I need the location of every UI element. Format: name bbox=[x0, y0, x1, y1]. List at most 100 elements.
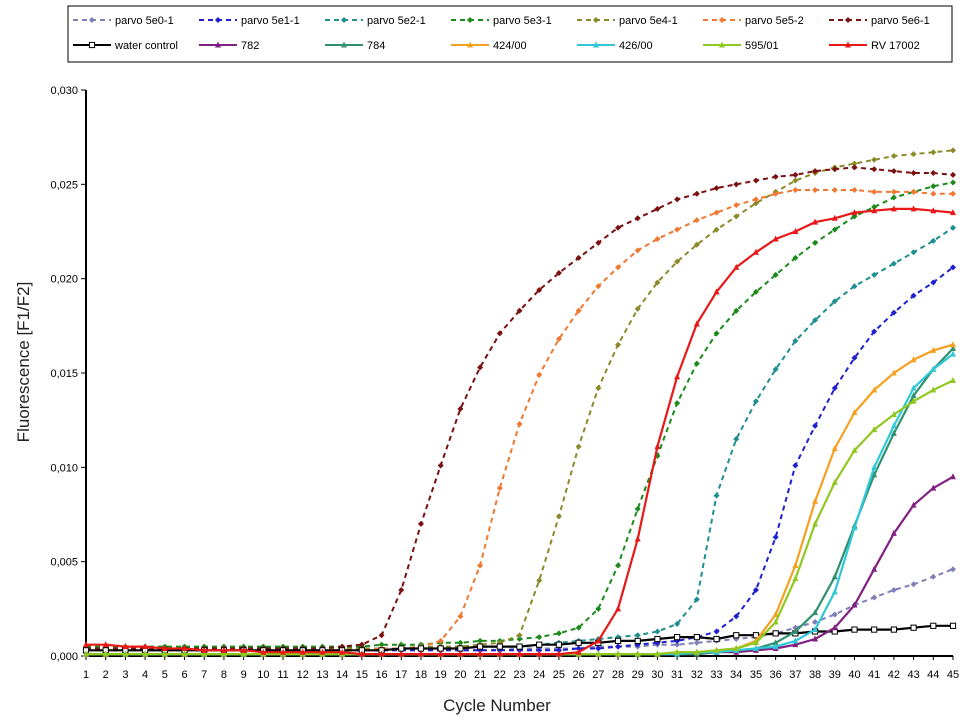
data-point bbox=[575, 443, 582, 450]
data-point bbox=[733, 202, 740, 209]
data-point bbox=[930, 183, 937, 190]
legend-label: 784 bbox=[367, 40, 385, 52]
data-point bbox=[634, 632, 641, 639]
y-tick-label: 0,025 bbox=[50, 179, 78, 191]
data-point bbox=[674, 226, 681, 233]
data-point bbox=[417, 650, 424, 657]
x-tick-label: 19 bbox=[435, 669, 447, 681]
data-point bbox=[871, 271, 878, 278]
series-line bbox=[86, 343, 954, 656]
data-point bbox=[654, 635, 661, 643]
legend-label: parvo 5e3-1 bbox=[493, 15, 552, 27]
data-point bbox=[693, 648, 700, 655]
data-point bbox=[890, 194, 897, 201]
data-point bbox=[181, 650, 188, 657]
data-point bbox=[812, 239, 819, 246]
data-point bbox=[890, 422, 897, 429]
data-point bbox=[634, 215, 641, 222]
data-point bbox=[215, 41, 221, 48]
data-point bbox=[890, 626, 897, 633]
data-point bbox=[516, 650, 523, 657]
legend-label: 782 bbox=[241, 40, 259, 52]
data-point bbox=[713, 492, 720, 499]
data-point bbox=[910, 188, 917, 195]
x-tick-label: 7 bbox=[201, 669, 207, 681]
data-point bbox=[654, 236, 661, 243]
data-point bbox=[792, 228, 799, 234]
data-point bbox=[752, 639, 759, 646]
data-point bbox=[733, 213, 740, 220]
data-point bbox=[122, 643, 129, 650]
data-point bbox=[910, 392, 917, 399]
data-point bbox=[615, 562, 622, 569]
data-point bbox=[674, 196, 681, 203]
data-point bbox=[831, 478, 838, 485]
data-point bbox=[555, 513, 562, 520]
series-line bbox=[86, 166, 954, 650]
data-point bbox=[142, 650, 149, 657]
data-point bbox=[555, 630, 562, 637]
data-point bbox=[693, 634, 700, 641]
data-point bbox=[890, 260, 897, 267]
data-point bbox=[812, 520, 819, 527]
data-point bbox=[161, 650, 168, 657]
data-point bbox=[693, 241, 700, 248]
data-point bbox=[792, 575, 799, 582]
data-point bbox=[752, 288, 759, 295]
data-point bbox=[719, 17, 725, 23]
x-tick-label: 8 bbox=[221, 669, 227, 681]
data-point bbox=[910, 581, 917, 588]
legend-item: 784 bbox=[325, 40, 385, 52]
data-point bbox=[910, 397, 917, 404]
data-point bbox=[693, 639, 700, 646]
data-point bbox=[792, 254, 799, 261]
data-point bbox=[593, 17, 599, 23]
data-point bbox=[496, 643, 503, 650]
data-point bbox=[871, 188, 878, 195]
data-point bbox=[575, 307, 582, 314]
data-point bbox=[220, 646, 227, 653]
data-point bbox=[871, 565, 878, 572]
series-line bbox=[86, 475, 954, 656]
x-tick-label: 14 bbox=[336, 669, 348, 681]
data-point bbox=[437, 645, 444, 652]
data-point bbox=[595, 645, 602, 652]
data-point bbox=[595, 650, 602, 657]
data-point bbox=[930, 207, 937, 214]
data-point bbox=[634, 535, 641, 542]
data-point bbox=[890, 153, 897, 160]
data-point bbox=[341, 17, 347, 23]
data-point bbox=[890, 529, 897, 536]
data-point bbox=[536, 634, 543, 641]
x-tick-label: 9 bbox=[241, 669, 247, 681]
legend-item: RV 17002 bbox=[829, 40, 920, 52]
series bbox=[82, 147, 957, 657]
data-point bbox=[240, 646, 247, 653]
data-point bbox=[831, 166, 838, 173]
data-point bbox=[851, 186, 858, 193]
data-point bbox=[812, 186, 819, 193]
data-point bbox=[378, 632, 385, 639]
data-point bbox=[792, 561, 799, 568]
data-point bbox=[654, 443, 661, 450]
data-point bbox=[772, 639, 779, 646]
data-point bbox=[910, 356, 917, 363]
data-point bbox=[299, 648, 306, 655]
data-point bbox=[713, 628, 720, 635]
data-point bbox=[634, 505, 641, 512]
data-point bbox=[516, 632, 523, 639]
data-point bbox=[341, 41, 347, 48]
data-point bbox=[831, 298, 838, 305]
data-point bbox=[851, 446, 858, 453]
data-point bbox=[615, 605, 622, 612]
x-tick-label: 43 bbox=[907, 669, 919, 681]
data-point bbox=[831, 624, 838, 631]
x-tick-label: 16 bbox=[375, 669, 387, 681]
data-point bbox=[693, 320, 700, 327]
data-point bbox=[792, 337, 799, 344]
data-point bbox=[319, 648, 326, 655]
legend-item: 424/00 bbox=[451, 40, 527, 52]
x-tick-label: 22 bbox=[494, 669, 506, 681]
